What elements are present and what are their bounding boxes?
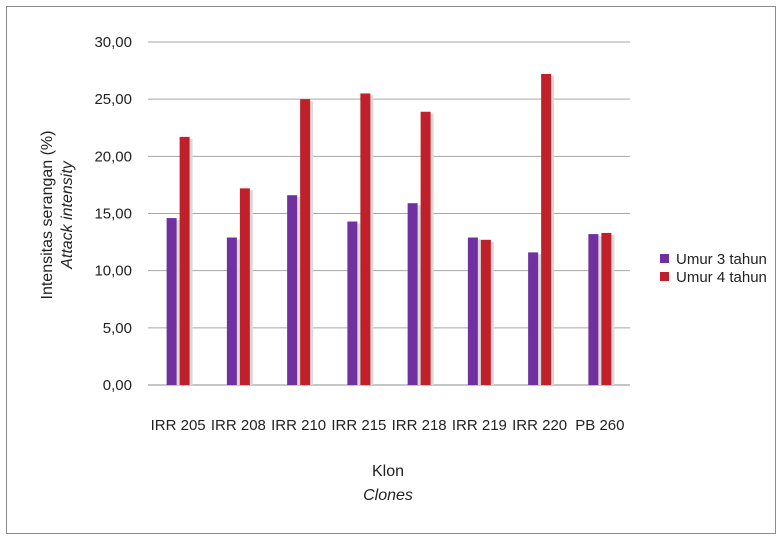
y-tick-label: 15,00 — [94, 206, 132, 223]
bar-shadow — [249, 190, 253, 385]
bar-umur-3-tahun — [226, 237, 237, 385]
bar-umur-3-tahun — [287, 195, 298, 385]
bar-umur-4-tahun — [179, 136, 190, 385]
x-tick-label: IRR 215 — [331, 417, 386, 434]
x-tick-label: IRR 208 — [211, 417, 266, 434]
bar-shadow — [477, 239, 481, 385]
chart-frame — [6, 6, 776, 534]
x-tick-label: PB 260 — [575, 417, 624, 434]
bar-shadow — [297, 197, 301, 385]
bar-umur-4-tahun — [601, 232, 612, 385]
bar-shadow — [538, 254, 542, 385]
bar-umur-4-tahun — [300, 99, 311, 386]
bar-umur-4-tahun — [480, 239, 491, 385]
bar-umur-3-tahun — [467, 237, 478, 385]
x-axis-title-italic: Clones — [363, 487, 413, 504]
bar-umur-4-tahun — [360, 93, 371, 385]
bar-shadow — [430, 113, 434, 385]
x-tick-label: IRR 219 — [452, 417, 507, 434]
y-axis-title: Intensitas serangan (%) — [39, 131, 56, 300]
legend-label-umur-3-tahun: Umur 3 tahun — [676, 251, 767, 268]
y-tick-label: 10,00 — [94, 263, 132, 280]
bar-shadow — [370, 95, 374, 385]
y-tick-label: 5,00 — [103, 320, 132, 337]
x-tick-label: IRR 205 — [151, 417, 206, 434]
bar-umur-4-tahun — [239, 188, 250, 385]
bars — [166, 74, 615, 386]
bar-shadow — [551, 76, 555, 385]
legend-swatch-umur-4-tahun — [660, 272, 669, 281]
y-tick-label: 25,00 — [94, 91, 132, 108]
bar-shadow — [176, 220, 180, 385]
legend: Umur 3 tahun Umur 4 tahun — [660, 251, 767, 286]
y-tick-label: 20,00 — [94, 148, 132, 165]
y-axis-title-italic: Attack intensity — [59, 160, 76, 270]
y-tick-labels: 0,00 5,00 10,00 15,00 20,00 25,00 30,00 — [94, 34, 132, 394]
bar-shadow — [490, 241, 494, 385]
bar-shadow — [310, 101, 314, 386]
bar-umur-3-tahun — [407, 203, 418, 385]
x-tick-labels: IRR 205 IRR 208 IRR 210 IRR 215 IRR 218 IRR 2… — [151, 417, 625, 434]
bar-shadow — [357, 223, 361, 385]
bar-umur-3-tahun — [588, 234, 599, 385]
x-tick-label: IRR 210 — [271, 417, 326, 434]
gridlines — [148, 41, 630, 386]
bar-shadow — [236, 239, 240, 385]
y-tick-label: 0,00 — [103, 377, 132, 394]
bar-shadow — [598, 236, 602, 385]
y-tick-label: 30,00 — [94, 34, 132, 51]
x-tick-label: IRR 220 — [512, 417, 567, 434]
bar-umur-3-tahun — [347, 221, 358, 385]
x-tick-label: IRR 218 — [392, 417, 447, 434]
bar-umur-3-tahun — [166, 218, 177, 385]
bar-umur-3-tahun — [528, 252, 539, 385]
bar-umur-4-tahun — [541, 74, 552, 385]
bar-umur-4-tahun — [420, 111, 431, 385]
legend-label-umur-4-tahun: Umur 4 tahun — [676, 269, 767, 286]
x-axis-title: Klon — [372, 463, 404, 480]
bar-shadow — [417, 205, 421, 385]
bar-shadow — [189, 138, 193, 385]
legend-swatch-umur-3-tahun — [660, 254, 669, 263]
bar-shadow — [611, 234, 615, 385]
